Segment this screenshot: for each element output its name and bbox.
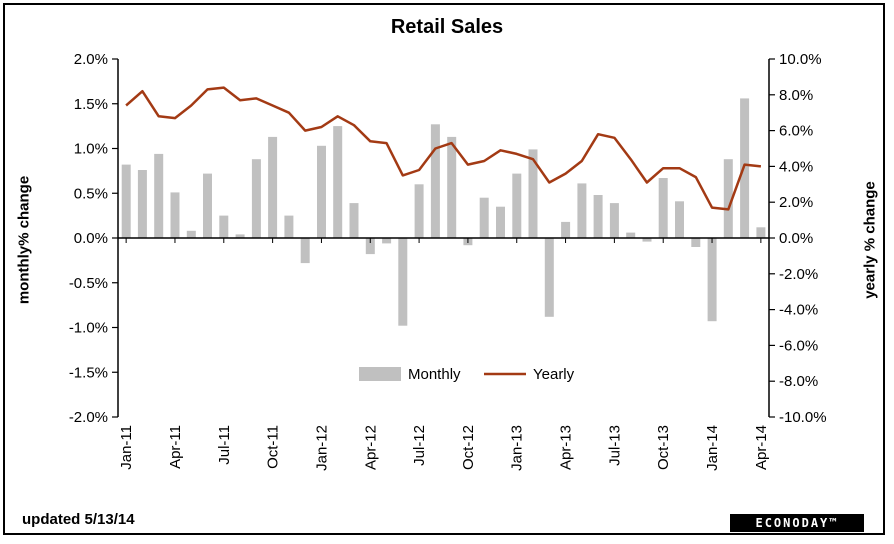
right-tick-label: 2.0% <box>779 194 813 211</box>
x-tick-label: Oct-13 <box>655 425 672 470</box>
right-tick-label: -8.0% <box>779 373 818 390</box>
monthly-bar <box>675 201 684 238</box>
monthly-bar <box>691 238 701 247</box>
x-tick-label: Jan-14 <box>704 425 721 471</box>
x-tick-label: Jul-12 <box>411 425 428 466</box>
monthly-bar <box>121 164 131 238</box>
right-tick-label: -2.0% <box>779 266 818 283</box>
left-tick-label: 0.0% <box>74 230 108 247</box>
monthly-bar <box>203 173 212 238</box>
monthly-bar <box>496 206 505 238</box>
left-tick-label: 1.0% <box>74 141 108 158</box>
left-tick-label: 1.5% <box>74 96 108 113</box>
monthly-bar <box>349 203 359 238</box>
monthly-bar <box>414 184 424 238</box>
monthly-bar <box>626 232 636 238</box>
x-tick-label: Apr-11 <box>167 425 184 469</box>
updated-note: updated 5/13/14 <box>22 511 135 528</box>
x-tick-label: Jul-11 <box>216 425 233 465</box>
monthly-bar <box>398 238 408 326</box>
x-tick-label: Jan-13 <box>509 425 526 471</box>
monthly-bar <box>219 215 229 238</box>
legend-monthly-swatch <box>359 367 401 381</box>
monthly-bar <box>642 238 652 242</box>
monthly-bar <box>317 145 326 238</box>
right-tick-label: 0.0% <box>779 230 813 247</box>
left-tick-label: -1.0% <box>69 320 108 337</box>
x-tick-label: Apr-14 <box>753 425 770 470</box>
monthly-bar <box>268 136 278 238</box>
monthly-bar <box>479 197 489 238</box>
right-tick-label: 4.0% <box>779 158 813 175</box>
left-tick-label: 0.5% <box>74 185 108 202</box>
monthly-bar <box>365 238 375 255</box>
monthly-bar <box>512 173 522 238</box>
left-tick-label: -2.0% <box>69 409 108 426</box>
monthly-bar <box>284 215 294 238</box>
monthly-bar <box>382 238 392 244</box>
monthly-bar <box>561 221 571 238</box>
monthly-bar <box>251 159 261 238</box>
chart-frame <box>3 3 885 535</box>
legend-monthly-label: Monthly <box>408 366 461 383</box>
left-tick-label: 2.0% <box>74 51 108 68</box>
monthly-bar <box>300 238 310 264</box>
x-tick-label: Jan-11 <box>118 425 135 470</box>
monthly-bar <box>544 238 554 317</box>
x-tick-label: Jul-13 <box>606 425 623 466</box>
monthly-bar <box>333 126 343 238</box>
monthly-bar <box>447 136 457 238</box>
monthly-bar <box>235 234 245 238</box>
right-tick-label: 8.0% <box>779 87 813 104</box>
left-tick-label: -0.5% <box>69 275 108 292</box>
left-tick-label: -1.5% <box>69 364 108 381</box>
monthly-bar <box>756 227 766 238</box>
monthly-bar <box>577 183 587 238</box>
yearly-line <box>125 86 762 211</box>
right-tick-label: -6.0% <box>779 337 818 354</box>
monthly-bar <box>609 203 619 238</box>
x-tick-label: Oct-11 <box>265 425 282 469</box>
x-tick-label: Apr-12 <box>362 425 379 470</box>
monthly-bar <box>430 124 440 238</box>
monthly-bar <box>154 153 164 238</box>
monthly-bar <box>170 192 180 238</box>
monthly-bar <box>658 178 668 238</box>
x-tick-label: Apr-13 <box>558 425 575 470</box>
monthly-bar <box>723 159 733 238</box>
right-tick-label: 10.0% <box>779 51 822 68</box>
right-tick-label: -10.0% <box>779 409 827 426</box>
right-tick-label: 6.0% <box>779 123 813 140</box>
x-tick-label: Oct-12 <box>460 425 477 470</box>
monthly-bar <box>593 195 603 238</box>
right-tick-label: -4.0% <box>779 302 818 319</box>
econoday-logo-text: ECONODAY™ <box>755 516 839 530</box>
legend-yearly-label: Yearly <box>533 366 575 383</box>
monthly-bar <box>707 238 717 322</box>
x-tick-label: Jan-12 <box>313 425 330 471</box>
econoday-logo: ECONODAY™ <box>730 514 864 532</box>
monthly-bar <box>186 230 196 238</box>
monthly-bar <box>528 149 538 238</box>
chart-title: Retail Sales <box>390 16 504 38</box>
monthly-bar <box>137 170 147 238</box>
